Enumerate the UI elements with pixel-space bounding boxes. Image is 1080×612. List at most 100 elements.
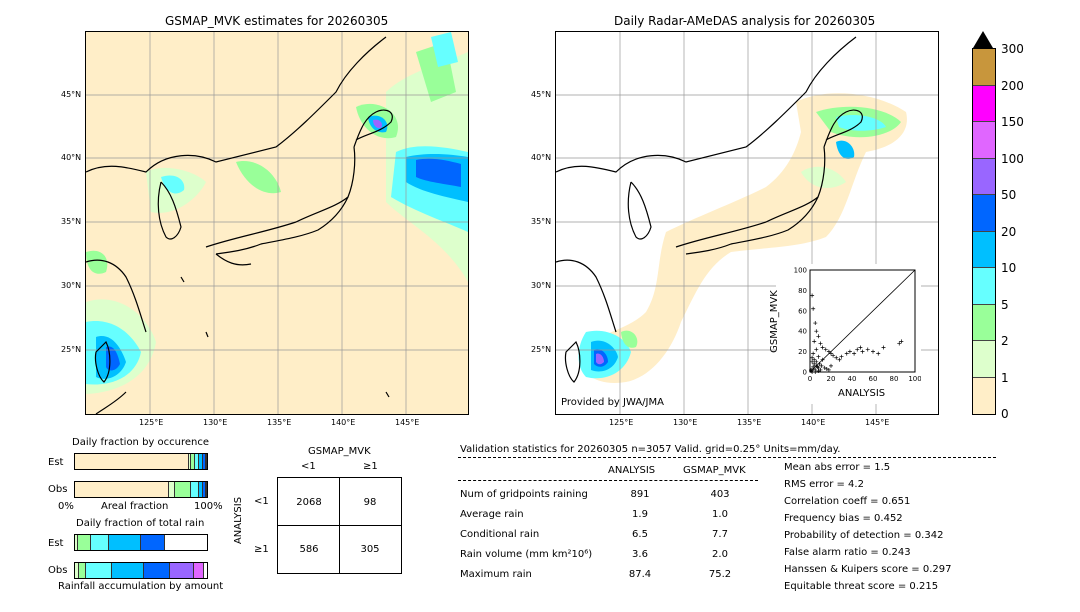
contingency-col-lt: <1 bbox=[301, 461, 316, 472]
right-lat-label: 25°N bbox=[531, 345, 552, 354]
colorbar-label: 5 bbox=[1001, 297, 1009, 312]
right-lon-label: 130°E bbox=[673, 418, 698, 427]
scatter-ytick: 100 bbox=[794, 267, 807, 275]
validation-gsmap: 2.0 bbox=[712, 549, 728, 560]
scatter-point bbox=[837, 357, 842, 362]
scatter-ylabel: GSMAP_MVK bbox=[768, 290, 780, 353]
colorbar-segment bbox=[973, 158, 995, 195]
scatter-point bbox=[847, 349, 852, 354]
bar-segment bbox=[203, 482, 206, 497]
bar-segment bbox=[175, 482, 192, 497]
scatter-point bbox=[814, 329, 819, 334]
scatter-point bbox=[810, 355, 815, 360]
colorbar-segment bbox=[973, 231, 995, 268]
colorbar-label: 200 bbox=[1001, 78, 1024, 93]
col-gsmap: GSMAP_MVK bbox=[683, 465, 746, 476]
right-lon-label: 125°E bbox=[609, 418, 634, 427]
right-lat-label: 30°N bbox=[531, 281, 552, 290]
left-map bbox=[85, 31, 469, 415]
scatter-point bbox=[819, 363, 824, 368]
right-lon-label: 140°E bbox=[801, 418, 826, 427]
data-credit: Provided by JWA/JMA bbox=[561, 397, 664, 408]
scatter-point bbox=[811, 364, 816, 369]
rain-bars bbox=[74, 532, 208, 580]
left-lat-label: 40°N bbox=[61, 153, 82, 162]
colorbar-label: 2 bbox=[1001, 334, 1009, 348]
scatter-point bbox=[834, 355, 839, 360]
bar-segment bbox=[140, 535, 165, 550]
right-lon-label: 135°E bbox=[737, 418, 762, 427]
occ-x-right: 100% bbox=[194, 501, 223, 512]
colorbar-segment bbox=[973, 268, 995, 305]
bar-segment bbox=[75, 454, 189, 469]
scatter-point bbox=[899, 339, 904, 344]
scatter-diagonal bbox=[809, 269, 916, 373]
scatter-inset: 0 0 20 20 40 40 60 60 80 80 100 100 ANALYSIS GSMAP_… bbox=[769, 264, 922, 404]
scatter-point bbox=[852, 351, 857, 356]
validation-score: RMS error = 4.2 bbox=[784, 479, 864, 490]
bar-segment bbox=[199, 454, 203, 469]
scatter-xtick: 20 bbox=[827, 375, 836, 383]
right-lat-label: 40°N bbox=[531, 153, 552, 162]
colorbar-label: 50 bbox=[1001, 188, 1017, 202]
contingency-cell-c: 586 bbox=[299, 544, 319, 555]
bar-segment bbox=[203, 454, 206, 469]
colorbar-segment bbox=[973, 377, 995, 414]
stacked-bar-est bbox=[74, 453, 208, 470]
scatter-ytick: 20 bbox=[798, 348, 807, 356]
left-map-canvas bbox=[86, 32, 468, 414]
bar-segment bbox=[205, 482, 207, 497]
validation-analysis: 891 bbox=[630, 489, 650, 500]
scatter-point bbox=[810, 359, 815, 364]
occ-x-left: 0% bbox=[58, 501, 74, 512]
validation-score: Mean abs error = 1.5 bbox=[784, 462, 891, 473]
right-coastlines bbox=[556, 36, 863, 383]
col-analysis: ANALYSIS bbox=[608, 465, 656, 476]
scatter-point bbox=[811, 351, 816, 356]
validation-score: Equitable threat score = 0.215 bbox=[784, 581, 939, 592]
scatter-point bbox=[816, 368, 821, 373]
scatter-point bbox=[844, 351, 849, 356]
contingency-cell-d: 305 bbox=[360, 544, 380, 555]
left-lat-label: 35°N bbox=[61, 217, 82, 226]
stacked-bar-obs bbox=[74, 562, 208, 579]
colorbar-label: 300 bbox=[1001, 42, 1024, 56]
validation-name: Conditional rain bbox=[460, 529, 540, 540]
colorbar-segment bbox=[973, 341, 995, 378]
validation-analysis: 3.6 bbox=[632, 549, 648, 560]
scatter-point bbox=[816, 334, 821, 339]
fraction-occurrence-title: Daily fraction by occurence bbox=[72, 437, 210, 448]
right-map-canvas bbox=[556, 32, 938, 414]
colorbar-label: 0 bbox=[1001, 407, 1009, 421]
validation-analysis: 87.4 bbox=[628, 569, 652, 580]
left-lon-label: 125°E bbox=[139, 418, 164, 427]
scatter-point bbox=[831, 353, 836, 358]
bar-segment bbox=[75, 563, 79, 578]
right-map-title: Daily Radar-AMeDAS analysis for 20260305 bbox=[614, 14, 876, 28]
contingency-cell-a: 2068 bbox=[296, 497, 322, 508]
left-lon-label: 145°E bbox=[395, 418, 420, 427]
bar-segment bbox=[199, 482, 203, 497]
colorbar-segment bbox=[973, 85, 995, 122]
occurrence-bars bbox=[74, 451, 208, 499]
scatter-point bbox=[860, 349, 865, 354]
left-lon-label: 135°E bbox=[267, 418, 292, 427]
validation-analysis: 6.5 bbox=[632, 529, 648, 540]
colorbar-label: 20 bbox=[1001, 224, 1017, 239]
scatter-point bbox=[815, 364, 820, 369]
scatter-point bbox=[817, 361, 822, 366]
contingency-cell-b: 98 bbox=[363, 497, 377, 508]
bar-segment bbox=[109, 535, 141, 550]
scatter-point bbox=[881, 345, 886, 350]
scatter-xtick: 60 bbox=[869, 375, 878, 383]
colorbar-segment bbox=[973, 49, 995, 86]
scatter-ytick: 60 bbox=[798, 307, 807, 315]
scatter-point bbox=[811, 306, 816, 311]
bar-segment bbox=[111, 563, 144, 578]
scatter-xtick: 40 bbox=[848, 375, 857, 383]
left-lon-label: 130°E bbox=[203, 418, 228, 427]
scatter-point bbox=[812, 339, 817, 344]
fraction-rain-title: Daily fraction of total rain bbox=[76, 518, 205, 529]
scatter-point bbox=[814, 347, 819, 352]
left-lon-label: 140°E bbox=[331, 418, 356, 427]
